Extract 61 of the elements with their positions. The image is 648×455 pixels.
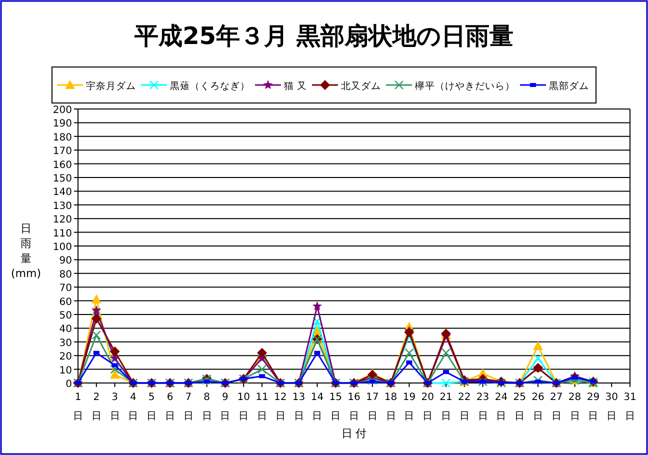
legend-label: 黒部ダム — [549, 80, 590, 92]
x-tick-label: 1日 — [73, 392, 83, 422]
x-tick-label: 30日 — [605, 392, 618, 422]
y-tick-label: 190 — [52, 118, 72, 130]
x-tick-label: 26日 — [532, 392, 544, 422]
x-tick-label: 12日 — [274, 392, 287, 422]
y-tick-label: 50 — [59, 310, 72, 322]
y-tick-label: 140 — [52, 187, 72, 198]
x-tick-label: 25日 — [513, 392, 526, 422]
y-tick-label: 160 — [52, 160, 72, 171]
legend-label: 猫 又 — [284, 81, 308, 92]
x-tick-label: 23日 — [476, 392, 490, 422]
x-tick-label: 5日 — [146, 392, 157, 422]
legend-label: 黒薙（くろなぎ） — [170, 80, 250, 92]
x-tick-label: 16日 — [348, 392, 360, 422]
x-tick-label: 7日 — [183, 392, 194, 422]
x-tick-label: 11日 — [256, 392, 268, 422]
x-tick-label: 31日 — [624, 392, 636, 422]
y-axis-title: 日雨量(mm) — [10, 222, 42, 280]
x-tick-label: 2日 — [91, 392, 102, 422]
x-tick-label: 18日 — [384, 392, 398, 422]
y-tick-label: 110 — [52, 228, 72, 240]
x-tick-label: 21日 — [440, 392, 452, 422]
y-tick-label: 10 — [59, 365, 72, 376]
x-tick-label: 6日 — [165, 392, 175, 422]
legend-label: 北又ダム — [341, 80, 382, 92]
x-tick-label: 10日 — [237, 392, 250, 422]
y-tick-label: 120 — [52, 214, 72, 226]
chart-title: 平成25年３月 黒部扇状地の日雨量 — [134, 22, 514, 50]
y-tick-label: 0 — [66, 379, 72, 390]
x-tick-label: 15日 — [329, 392, 342, 422]
x-tick-label: 17日 — [366, 392, 379, 422]
y-tick-label: 170 — [52, 146, 72, 158]
x-tick-label: 3日 — [110, 392, 120, 422]
y-tick-label: 20 — [59, 352, 72, 363]
y-tick-label: 60 — [59, 296, 72, 308]
y-tick-label: 150 — [52, 174, 72, 184]
x-tick-label: 29日 — [586, 392, 600, 422]
y-tick-label: 40 — [59, 324, 72, 336]
x-tick-label: 4日 — [128, 392, 138, 422]
y-tick-label: 30 — [59, 338, 72, 349]
x-tick-label: 9日 — [220, 392, 230, 422]
x-tick-label: 8日 — [202, 392, 212, 422]
y-tick-label: 90 — [59, 256, 72, 267]
x-tick-label: 19日 — [402, 392, 416, 422]
x-axis-title: 日 付 — [341, 427, 367, 440]
x-tick-label: 22日 — [458, 392, 471, 422]
y-tick-label: 70 — [59, 283, 72, 294]
y-tick-label: 200 — [52, 105, 72, 116]
x-tick-label: 14日 — [310, 392, 324, 422]
y-tick-label: 100 — [52, 242, 72, 253]
legend-label: 宇奈月ダム — [86, 80, 136, 92]
x-tick-label: 24日 — [494, 392, 508, 422]
y-tick-label: 130 — [52, 200, 72, 212]
y-tick-label: 80 — [59, 269, 72, 280]
x-tick-label: 13日 — [292, 392, 306, 422]
x-tick-label: 28日 — [568, 392, 582, 422]
x-tick-label: 27日 — [550, 392, 563, 422]
y-tick-label: 180 — [52, 132, 72, 144]
legend-label: 欅平（けやきだいら） — [415, 80, 516, 92]
x-tick-label: 20日 — [421, 392, 434, 422]
